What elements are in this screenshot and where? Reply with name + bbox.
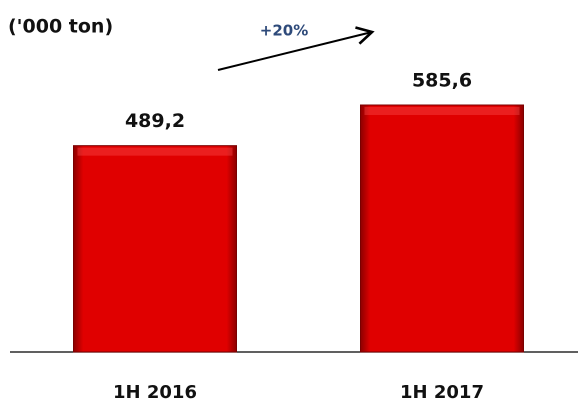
bar-highlight [364,107,520,115]
growth-annotation: +20% [260,22,308,40]
x-tick-label: 1H 2017 [400,382,484,403]
bar [360,104,524,353]
chart-title: ('000 ton) [8,16,113,38]
bar [73,145,237,353]
value-label: 489,2 [125,110,185,132]
growth-arrow [217,26,375,71]
x-tick-label: 1H 2016 [113,382,197,403]
value-label: 585,6 [412,70,472,92]
bar-highlight [77,147,233,156]
